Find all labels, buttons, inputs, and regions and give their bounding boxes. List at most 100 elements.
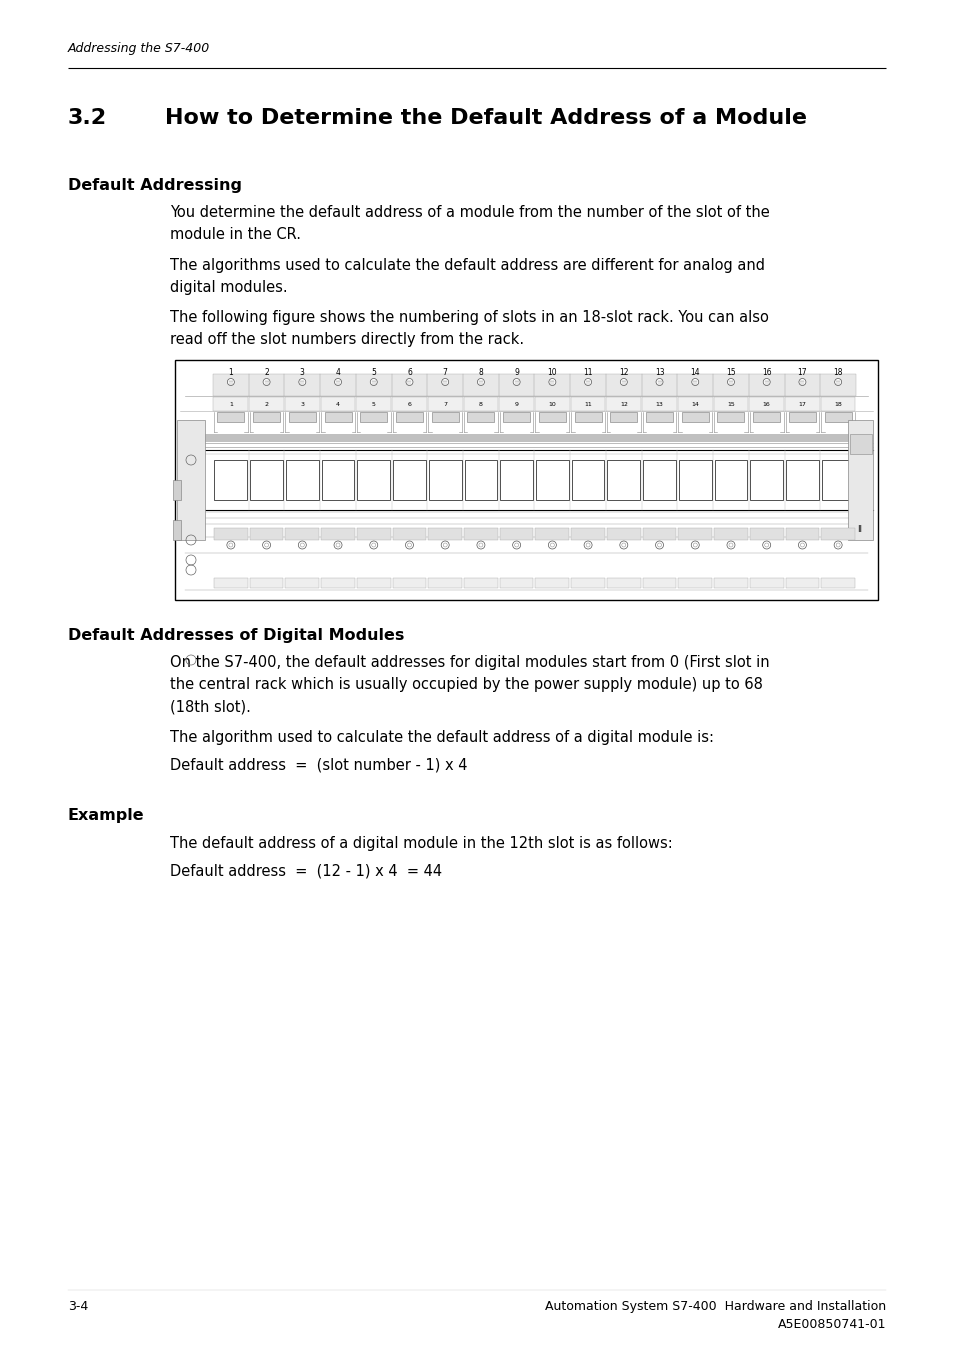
Bar xyxy=(821,578,854,589)
Text: 12: 12 xyxy=(618,369,628,377)
Circle shape xyxy=(619,378,627,386)
Bar xyxy=(536,460,568,500)
Bar xyxy=(428,578,461,589)
Bar xyxy=(678,397,712,410)
Circle shape xyxy=(548,378,556,386)
Bar xyxy=(253,412,280,423)
Bar xyxy=(289,412,315,423)
Bar xyxy=(821,528,854,540)
Circle shape xyxy=(584,378,591,386)
Text: 4: 4 xyxy=(335,401,339,406)
Circle shape xyxy=(513,378,519,386)
Circle shape xyxy=(298,541,306,549)
Bar xyxy=(356,397,391,410)
Bar xyxy=(571,528,604,540)
Text: 2: 2 xyxy=(264,401,269,406)
Bar xyxy=(642,460,675,500)
Circle shape xyxy=(334,541,342,549)
Bar xyxy=(606,528,640,540)
Bar xyxy=(571,578,604,589)
Bar xyxy=(574,412,601,423)
Bar xyxy=(250,528,283,540)
Bar xyxy=(286,460,318,500)
Text: 6: 6 xyxy=(407,401,411,406)
Circle shape xyxy=(583,541,592,549)
Bar xyxy=(250,460,283,500)
Bar xyxy=(427,397,462,410)
Bar xyxy=(172,481,181,500)
Bar xyxy=(535,578,569,589)
Bar xyxy=(717,412,743,423)
Bar xyxy=(360,412,387,423)
Text: 12: 12 xyxy=(619,401,627,406)
Bar xyxy=(464,460,497,500)
Text: 11: 11 xyxy=(583,401,592,406)
Text: Default address  =  (slot number - 1) x 4: Default address = (slot number - 1) x 4 xyxy=(170,757,467,774)
Text: 8: 8 xyxy=(478,401,482,406)
Bar xyxy=(393,460,425,500)
Circle shape xyxy=(262,541,271,549)
Text: 14: 14 xyxy=(690,369,700,377)
Circle shape xyxy=(691,378,698,386)
Text: II: II xyxy=(857,525,862,535)
Bar xyxy=(499,578,533,589)
Circle shape xyxy=(440,541,449,549)
Bar xyxy=(678,528,711,540)
Bar xyxy=(393,578,426,589)
Bar xyxy=(174,360,877,599)
Circle shape xyxy=(370,541,377,549)
Bar xyxy=(321,460,354,500)
Bar xyxy=(498,397,534,410)
Text: 3: 3 xyxy=(299,369,304,377)
Text: 15: 15 xyxy=(725,369,735,377)
Bar xyxy=(213,528,248,540)
Circle shape xyxy=(691,541,699,549)
Bar xyxy=(750,460,782,500)
Text: The default address of a digital module in the 12th slot is as follows:: The default address of a digital module … xyxy=(170,836,672,850)
Bar xyxy=(607,460,639,500)
Bar xyxy=(788,412,815,423)
Bar xyxy=(395,412,422,423)
Circle shape xyxy=(227,541,234,549)
Circle shape xyxy=(834,378,841,386)
Bar xyxy=(463,397,497,410)
Text: Automation System S7-400  Hardware and Installation
A5E00850741-01: Automation System S7-400 Hardware and In… xyxy=(544,1300,885,1331)
Text: The algorithm used to calculate the default address of a digital module is:: The algorithm used to calculate the defa… xyxy=(170,730,713,745)
Text: 18: 18 xyxy=(833,401,841,406)
Bar xyxy=(641,397,677,410)
Bar xyxy=(847,420,872,540)
Bar xyxy=(356,528,390,540)
Bar xyxy=(463,528,497,540)
Circle shape xyxy=(406,378,413,386)
Circle shape xyxy=(476,541,484,549)
Circle shape xyxy=(798,378,805,386)
Text: 7: 7 xyxy=(443,401,447,406)
Bar xyxy=(678,578,711,589)
Bar xyxy=(538,412,565,423)
Bar xyxy=(356,578,390,589)
Text: 3: 3 xyxy=(300,401,304,406)
Text: 11: 11 xyxy=(582,369,592,377)
Bar xyxy=(535,397,569,410)
Circle shape xyxy=(370,378,376,386)
Text: 5: 5 xyxy=(372,401,375,406)
Bar xyxy=(714,578,747,589)
Text: You determine the default address of a module from the number of the slot of the: You determine the default address of a m… xyxy=(170,205,769,242)
Text: 10: 10 xyxy=(547,369,557,377)
Bar xyxy=(535,528,569,540)
Circle shape xyxy=(441,378,448,386)
Bar xyxy=(217,412,244,423)
Text: Addressing the S7-400: Addressing the S7-400 xyxy=(68,42,210,55)
Bar xyxy=(213,374,855,396)
Circle shape xyxy=(335,378,341,386)
Bar xyxy=(642,528,676,540)
Text: Default Addresses of Digital Modules: Default Addresses of Digital Modules xyxy=(68,628,404,643)
Circle shape xyxy=(762,378,769,386)
Text: 16: 16 xyxy=(762,401,770,406)
Circle shape xyxy=(656,378,662,386)
Text: On the S7-400, the default addresses for digital modules start from 0 (First slo: On the S7-400, the default addresses for… xyxy=(170,655,769,714)
Bar xyxy=(642,578,676,589)
Bar xyxy=(749,578,782,589)
Text: 1: 1 xyxy=(229,401,233,406)
Bar xyxy=(172,520,181,540)
